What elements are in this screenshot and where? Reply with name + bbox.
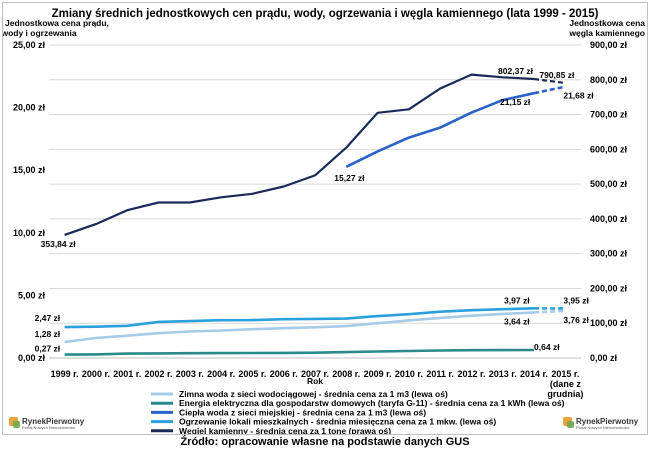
legend-label: Zimna woda z sieci wodociągowej - średni… (179, 389, 448, 399)
x-tick-sublabel-line1: (dane z (550, 379, 582, 389)
data-label: 1,28 zł (35, 329, 61, 339)
data-label: 2,47 zł (35, 313, 61, 323)
right-logo-tagline: Portal Nowych Nieruchomości (576, 425, 629, 430)
right-logo-mark-inner (567, 421, 574, 428)
x-tick-label: 2008 r. (332, 369, 360, 379)
data-label: 353,84 zł (41, 239, 77, 249)
x-tick-sublabel-line2: grudnia) (547, 389, 583, 399)
x-tick-label: 2010 r. (395, 369, 423, 379)
x-axis-title: Rok (307, 376, 323, 386)
y-left-tick-label: 10,00 zł (13, 228, 46, 238)
x-tick-label: 1999 r. (51, 369, 79, 379)
y-left-tick-label: 0,00 zł (18, 353, 46, 363)
y-right-title-line2: węgla kamiennego (568, 28, 645, 38)
y-left-tick-label: 15,00 zł (13, 165, 46, 175)
data-label: 21,68 zł (563, 91, 594, 101)
series-dashed-segment (533, 77, 566, 85)
left-logo-tagline: Portal Nowych Nieruchomości (22, 425, 75, 430)
x-tick-label: 2004 r. (207, 369, 235, 379)
y-left-tick-label: 25,00 zł (13, 40, 46, 50)
legend-label: Ciepła woda z sieci miejskiej - średnia … (179, 407, 426, 417)
y-right-tick-label: 300,00 zł (590, 249, 628, 259)
x-tick-label: 2006 r. (270, 369, 298, 379)
y-right-tick-label: 0,00 zł (590, 353, 618, 363)
chart-frame: Zmiany średnich jednostkowych cen prądu,… (0, 2, 648, 436)
data-label: 0,64 zł (534, 342, 560, 352)
series-line (64, 311, 535, 344)
legend-label: Ogrzewanie lokali mieszkalnych - średnia… (179, 417, 496, 427)
x-tick-label: 2001 r. (113, 369, 141, 379)
data-label: 3,97 zł (504, 295, 530, 305)
y-right-tick-label: 500,00 zł (590, 179, 628, 189)
source-footer: Źródło: opracowanie własne na podstawie … (180, 436, 470, 448)
y-right-tick-label: 100,00 zł (590, 318, 628, 328)
series-line (345, 91, 535, 168)
chart-title: Zmiany średnich jednostkowych cen prądu,… (52, 8, 599, 20)
y-right-tick-label: 200,00 zł (590, 283, 628, 293)
data-label: 790,85 zł (539, 70, 575, 80)
series-line (64, 348, 535, 356)
data-label: 3,95 zł (563, 296, 589, 306)
line-chart: Zmiany średnich jednostkowych cen prądu,… (0, 8, 645, 436)
series-dashed-segment (533, 85, 566, 95)
left-logo-mark-inner (13, 421, 20, 428)
data-label: 21,15 zł (500, 97, 531, 107)
x-tick-label: 2009 r. (364, 369, 392, 379)
data-label: 3,76 zł (563, 315, 589, 325)
series-line (64, 73, 535, 236)
data-label: 802,37 zł (498, 66, 534, 76)
series-line (64, 307, 535, 329)
y-right-tick-label: 600,00 zł (590, 144, 628, 154)
y-right-tick-label: 400,00 zł (590, 214, 628, 224)
y-left-title-line1: Jednostkowa cena prądu, (5, 18, 109, 28)
right-logo-name: RynekPierwotny (576, 417, 639, 426)
left-logo-name: RynekPierwotny (22, 417, 85, 426)
x-tick-label: 2007 r. (301, 369, 329, 379)
x-tick-label: 2012 r. (457, 369, 485, 379)
x-tick-label: 2011 r. (426, 369, 454, 379)
y-right-tick-label: 900,00 zł (590, 40, 628, 50)
y-left-tick-label: 5,00 zł (18, 290, 46, 300)
y-left-title-line2: wody i ogrzewania (3, 28, 77, 38)
series-dashed-segment (534, 309, 566, 314)
data-label: 15,27 zł (334, 173, 365, 183)
x-tick-label: 2002 r. (145, 369, 173, 379)
y-left-tick-label: 20,00 zł (13, 103, 46, 113)
y-right-title-line1: Jednostkowa cena (569, 18, 645, 28)
data-label: 3,64 zł (504, 316, 530, 326)
x-tick-label: 2000 r. (82, 369, 110, 379)
y-right-tick-label: 700,00 zł (590, 110, 628, 120)
data-label: 0,27 zł (35, 344, 61, 354)
x-tick-label: 2015 r. (551, 369, 579, 379)
legend-label: Węgiel kamienny - średnia cena za 1 tonę… (179, 426, 391, 434)
y-right-tick-label: 800,00 zł (590, 75, 628, 85)
x-tick-label: 2003 r. (176, 369, 204, 379)
x-tick-label: 2005 r. (238, 369, 266, 379)
x-tick-label: 2013 r. (489, 369, 517, 379)
legend-label: Energia elektryczna dla gospodarstw domo… (179, 398, 565, 408)
x-tick-label: 2014 r. (520, 369, 548, 379)
